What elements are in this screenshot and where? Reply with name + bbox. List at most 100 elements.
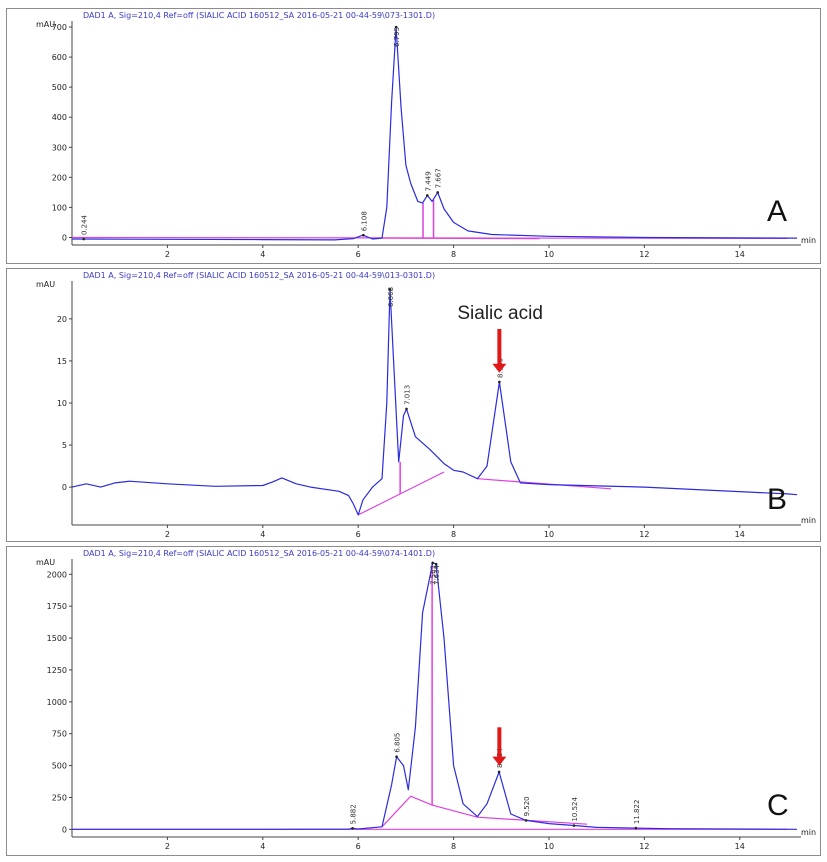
y-tick-label-a: 100 — [52, 203, 67, 212]
peak-label-a: 0.244 — [81, 214, 89, 235]
chromatogram-c: DAD1 A, Sig=210,4 Ref=off (SIALIC ACID 1… — [36, 549, 816, 851]
x-tick-label-a: 10 — [544, 250, 554, 259]
peak-label-c: 10.524 — [571, 796, 579, 821]
chromatogram-b: DAD1 A, Sig=210,4 Ref=off (SIALIC ACID 1… — [36, 271, 816, 539]
signal-trace-c — [72, 562, 798, 830]
signal-trace-b — [71, 288, 798, 516]
peak-marker-c — [434, 562, 438, 566]
panel-header-a: DAD1 A, Sig=210,4 Ref=off (SIALIC ACID 1… — [83, 11, 435, 20]
y-tick-label-a: 400 — [52, 113, 67, 122]
peak-marker-c — [572, 824, 576, 827]
y-tick-label-a: 300 — [52, 143, 67, 152]
x-tick-label-b: 2 — [165, 530, 170, 539]
peak-label-c: 5.882 — [350, 804, 358, 824]
x-unit-label-a: min — [801, 236, 816, 245]
peak-marker-c — [431, 561, 434, 565]
x-tick-label-c: 10 — [544, 842, 554, 851]
x-tick-label-a: 12 — [639, 250, 649, 259]
peak-label-a: 7.667 — [435, 168, 443, 188]
panel-letter-b: B — [767, 483, 787, 516]
x-tick-label-a: 6 — [356, 250, 361, 259]
sialic-acid-annotation: Sialic acid — [457, 303, 543, 324]
x-tick-label-b: 10 — [544, 530, 554, 539]
peak-label-a: 7.449 — [424, 171, 432, 191]
x-tick-label-a: 4 — [260, 250, 265, 259]
y-tick-label-b: 0 — [62, 483, 67, 492]
peak-label-c: 9.520 — [523, 796, 531, 816]
y-tick-label-a: 600 — [52, 53, 67, 62]
y-tick-label-a: 700 — [52, 23, 67, 32]
peak-label-c: 7.562 — [430, 565, 438, 585]
x-tick-label-c: 4 — [260, 842, 265, 851]
peak-marker-c — [395, 755, 398, 758]
x-tick-label-b: 6 — [356, 530, 361, 539]
x-tick-label-c: 8 — [451, 842, 456, 851]
y-tick-label-c: 1500 — [47, 634, 67, 643]
peak-marker-c — [351, 827, 354, 830]
y-tick-label-c: 750 — [52, 730, 67, 739]
chromatogram-a: DAD1 A, Sig=210,4 Ref=off (SIALIC ACID 1… — [36, 11, 816, 259]
y-tick-label-a: 0 — [62, 233, 67, 242]
y-tick-label-b: 5 — [62, 441, 67, 450]
x-tick-label-b: 12 — [639, 530, 649, 539]
integration-baseline-a — [381, 237, 540, 240]
x-unit-label-c: min — [801, 828, 816, 837]
peak-marker-a — [436, 191, 439, 194]
peak-marker-a — [362, 233, 365, 237]
y-unit-label-b: mAU — [36, 280, 55, 289]
peak-marker-b — [388, 288, 392, 291]
y-unit-label-a: mAU — [36, 20, 55, 29]
y-tick-label-c: 1000 — [47, 698, 67, 707]
panel-header-c: DAD1 A, Sig=210,4 Ref=off (SIALIC ACID 1… — [83, 549, 435, 558]
peak-label-a: 6.795 — [393, 27, 401, 47]
x-tick-label-b: 4 — [260, 530, 265, 539]
red-arrow-head-c — [492, 756, 507, 766]
x-tick-label-b: 8 — [451, 530, 456, 539]
peak-marker-b — [405, 407, 408, 411]
x-tick-label-c: 14 — [735, 842, 745, 851]
integration-baseline-c — [381, 795, 588, 828]
peak-marker-c — [524, 819, 528, 822]
peak-marker-c — [634, 826, 638, 830]
y-tick-label-c: 2000 — [47, 570, 67, 579]
y-tick-label-b: 15 — [57, 357, 67, 366]
peak-marker-b — [498, 380, 501, 384]
y-tick-label-b: 20 — [57, 315, 67, 324]
red-arrow-head-b — [492, 363, 507, 373]
y-tick-label-c: 1250 — [47, 666, 67, 675]
signal-trace-a — [71, 26, 798, 241]
peak-label-c: 11.822 — [633, 800, 641, 825]
x-tick-label-c: 12 — [639, 842, 649, 851]
peak-marker-c — [497, 770, 501, 774]
y-tick-label-a: 500 — [52, 83, 67, 92]
chromatogram-panel-c: DAD1 A, Sig=210,4 Ref=off (SIALIC ACID 1… — [6, 546, 821, 856]
peak-marker-a — [425, 194, 429, 197]
x-unit-label-b: min — [801, 516, 816, 525]
x-tick-label-c: 2 — [165, 842, 170, 851]
peak-label-b: 6.668 — [387, 287, 395, 307]
panel-letter-c: C — [767, 789, 789, 822]
x-tick-label-a: 2 — [165, 250, 170, 259]
y-tick-label-c: 250 — [52, 793, 67, 802]
peak-label-c: 7.634 — [433, 564, 441, 585]
peak-marker-a — [82, 237, 85, 241]
peak-label-c: 6.805 — [394, 733, 402, 753]
chromatogram-panel-b: DAD1 A, Sig=210,4 Ref=off (SIALIC ACID 1… — [6, 268, 821, 542]
peak-marker-a — [394, 25, 398, 29]
peak-label-b: 7.013 — [404, 385, 412, 405]
x-tick-label-a: 8 — [451, 250, 456, 259]
y-tick-label-c: 0 — [62, 825, 67, 834]
y-tick-label-c: 1750 — [47, 602, 67, 611]
y-tick-label-a: 200 — [52, 173, 67, 182]
y-tick-label-c: 500 — [52, 762, 67, 771]
chromatogram-panel-a: DAD1 A, Sig=210,4 Ref=off (SIALIC ACID 1… — [6, 8, 821, 264]
panel-header-b: DAD1 A, Sig=210,4 Ref=off (SIALIC ACID 1… — [83, 271, 435, 280]
integration-baseline-b — [357, 471, 445, 516]
x-tick-label-a: 14 — [735, 250, 745, 259]
x-tick-label-c: 6 — [356, 842, 361, 851]
y-tick-label-b: 10 — [57, 399, 67, 408]
peak-label-a: 6.108 — [360, 211, 368, 231]
panel-letter-a: A — [767, 195, 787, 228]
x-tick-label-b: 14 — [735, 530, 745, 539]
y-unit-label-c: mAU — [36, 558, 55, 567]
